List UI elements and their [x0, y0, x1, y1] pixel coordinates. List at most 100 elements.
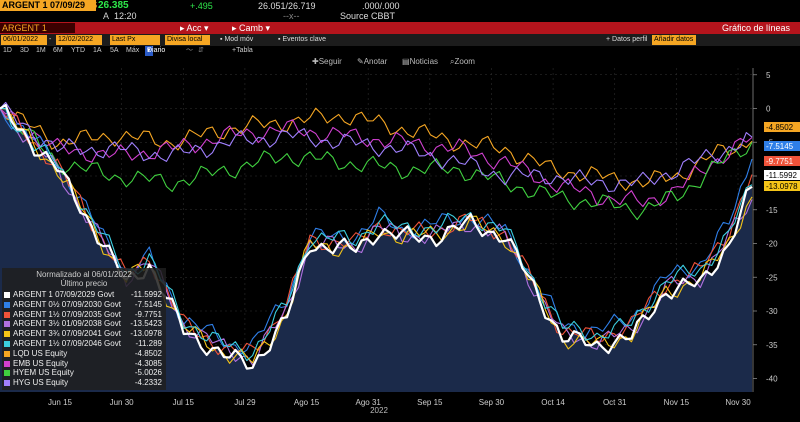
- legend-item-value: -5.0026: [134, 368, 162, 378]
- x-axis-year: 2022: [370, 406, 388, 415]
- y-axis: 50-5-10-15-20-25-30-35-40: [752, 68, 778, 392]
- legend-item-value: -11.5992: [131, 290, 162, 299]
- time-prefix: A: [103, 11, 110, 21]
- legend-swatch: [4, 292, 10, 298]
- legend-item[interactable]: ARGENT 3½ 01/09/2038 Govt -13.5423: [4, 319, 164, 328]
- field-select[interactable]: Last Px: [110, 35, 160, 45]
- legend-swatch: [4, 360, 10, 367]
- legend-item-name: ARGENT 1½ 07/09/2046 Govt: [13, 339, 121, 348]
- y-tick-label: -35: [766, 341, 778, 350]
- legend-item-name: HYEM US Equity: [13, 368, 74, 378]
- y-tick-label: -20: [766, 240, 778, 249]
- chart-area-fill: [0, 105, 752, 392]
- date-separator: -: [49, 36, 52, 43]
- legend-item-value: -13.0978: [130, 329, 162, 339]
- last-value-tag-1: [764, 141, 800, 151]
- x-tick-label: Oct 31: [603, 398, 627, 407]
- follow-tool[interactable]: ✚ Seguir: [312, 57, 342, 66]
- datos-perfil-button[interactable]: + Datos perfil: [606, 36, 648, 43]
- series-line-6: [0, 107, 753, 191]
- last-value-tag-2: [764, 156, 800, 166]
- table-toggle[interactable]: + Tabla: [232, 47, 253, 54]
- annotate-tool[interactable]: ✎ Anotar: [357, 57, 388, 66]
- last-price: 26.385: [98, 0, 129, 11]
- y-tick-label: 0: [766, 105, 771, 114]
- eventos-toggle[interactable]: ▪ Eventos clave: [278, 36, 327, 43]
- start-date-field[interactable]: 06/01/2022: [1, 35, 47, 45]
- last-value-tag-0: [764, 170, 800, 180]
- legend-item[interactable]: HYG US Equity -4.2332: [4, 378, 164, 387]
- last-value-tag-4: [764, 181, 800, 191]
- range-ytd[interactable]: YTD: [71, 47, 85, 54]
- range-5a[interactable]: 5A: [110, 47, 119, 54]
- split-icon[interactable]: ⇵: [198, 47, 204, 54]
- legend-item-value: -4.3085: [134, 358, 162, 368]
- legend-swatch: [4, 380, 10, 387]
- news-label: Noticias: [409, 57, 439, 66]
- range-1a[interactable]: 1A: [93, 47, 102, 54]
- y-tick-label: -40: [766, 375, 778, 384]
- range-selector: 1D 3D 1M 6M YTD 1A 5A Máx Diario ▾ 〜 ⇵ +…: [0, 46, 800, 56]
- settings-toolbar: 06/01/2022 - 12/02/2022 Last Px Divisa l…: [0, 34, 800, 46]
- legend-item[interactable]: ARGENT 3¾ 07/09/2041 Govt -13.0978: [4, 329, 164, 338]
- legend-item[interactable]: ARGENT 1½ 07/09/2035 Govt -9.7751: [4, 310, 164, 319]
- x-tick-label: Oct 14: [541, 398, 565, 407]
- end-date-field[interactable]: 12/02/2022: [56, 35, 102, 45]
- actions-label: Acc: [186, 23, 202, 33]
- x-tick-label: Nov 30: [725, 398, 751, 407]
- currency-symbol: $: [92, 0, 98, 10]
- last-value-tag-text: -7.5145: [766, 142, 794, 151]
- area-fill-0: [0, 105, 752, 392]
- x-tick-label: Ago 15: [294, 398, 320, 407]
- legend-item[interactable]: LQD US Equity -4.8502: [4, 349, 164, 358]
- series-line-7: [0, 108, 753, 208]
- follow-label: Seguir: [318, 57, 342, 66]
- add-data-button[interactable]: Añadir datos: [652, 35, 696, 45]
- legend-item[interactable]: ARGENT 1½ 07/09/2046 Govt -11.289: [4, 339, 164, 348]
- legend-swatch: [4, 350, 10, 357]
- legend-item-name: ARGENT 1 07/09/2029 Govt: [13, 290, 115, 299]
- mod-mov-toggle[interactable]: ▪ Mod móv: [220, 36, 254, 43]
- x-tick-label: Jul 15: [173, 398, 195, 407]
- series-line-8: [0, 108, 753, 221]
- legend-item-value: -13.5423: [130, 319, 162, 329]
- legend-item[interactable]: HYEM US Equity -5.0026: [4, 368, 164, 377]
- x-tick-label: Jul 29: [234, 398, 256, 407]
- legend-item-name: EMB US Equity: [13, 358, 69, 368]
- quote-bar: ARGENT 1 07/09/29 $ 26.385 +.495 26.051/…: [0, 0, 800, 22]
- zoom-tool[interactable]: ⌕ Zoom: [450, 57, 475, 66]
- currency-select[interactable]: Divisa local: [165, 35, 210, 45]
- camb-menu[interactable]: ▸ Camb ▾: [232, 23, 271, 33]
- price-change: +.495: [190, 1, 213, 11]
- legend-item-value: -7.5145: [134, 299, 162, 309]
- legend-title: Normalizado al 06/01/2022: [36, 270, 132, 279]
- x-tick-label: Ago 31: [356, 398, 382, 407]
- x-axis: Jun 15 Jun 30 Jul 15 Jul 29 Ago 15 Ago 31 Sep …: [48, 398, 751, 407]
- range-1m[interactable]: 1M: [36, 47, 46, 54]
- last-value-tag-text: -4.8502: [766, 123, 794, 132]
- last-value-tag-text: -9.7751: [766, 157, 794, 166]
- line-style-icon[interactable]: 〜: [186, 47, 193, 54]
- annotate-label: Anotar: [363, 57, 388, 66]
- legend-item[interactable]: ARGENT 1 07/09/2029 Govt -11.5992: [4, 290, 164, 299]
- news-tool[interactable]: ▤ Noticias: [402, 57, 439, 66]
- legend-item[interactable]: ARGENT 0½ 07/09/2030 Govt -7.5145: [4, 300, 164, 309]
- chart-legend[interactable]: Normalizado al 06/01/2022 Último precio …: [2, 268, 166, 390]
- frequency-select[interactable]: Diario ▾: [145, 46, 166, 56]
- camb-label: Camb: [239, 23, 264, 33]
- x-tick-label: Jun 15: [48, 398, 73, 407]
- legend-item[interactable]: EMB US Equity -4.3085: [4, 359, 164, 368]
- last-value-tags: -4.8502 -7.5145 -9.7751 -11.5992 -13.0978: [764, 122, 800, 191]
- range-3d[interactable]: 3D: [20, 47, 29, 54]
- legend-swatch: [4, 341, 10, 347]
- x-tick-label: Jun 30: [110, 398, 135, 407]
- security-ticker[interactable]: ARGENT 1 07/09/29: [0, 0, 96, 11]
- range-6m[interactable]: 6M: [53, 47, 63, 54]
- legend-item-name: HYG US Equity: [13, 378, 69, 388]
- y-tick-label: -25: [766, 273, 778, 282]
- range-1d[interactable]: 1D: [3, 47, 12, 54]
- actions-menu[interactable]: ▸ Acc ▾: [180, 23, 209, 33]
- x-tick-label: Nov 15: [664, 398, 690, 407]
- range-max[interactable]: Máx: [126, 47, 140, 54]
- table-label: Tabla: [236, 47, 253, 54]
